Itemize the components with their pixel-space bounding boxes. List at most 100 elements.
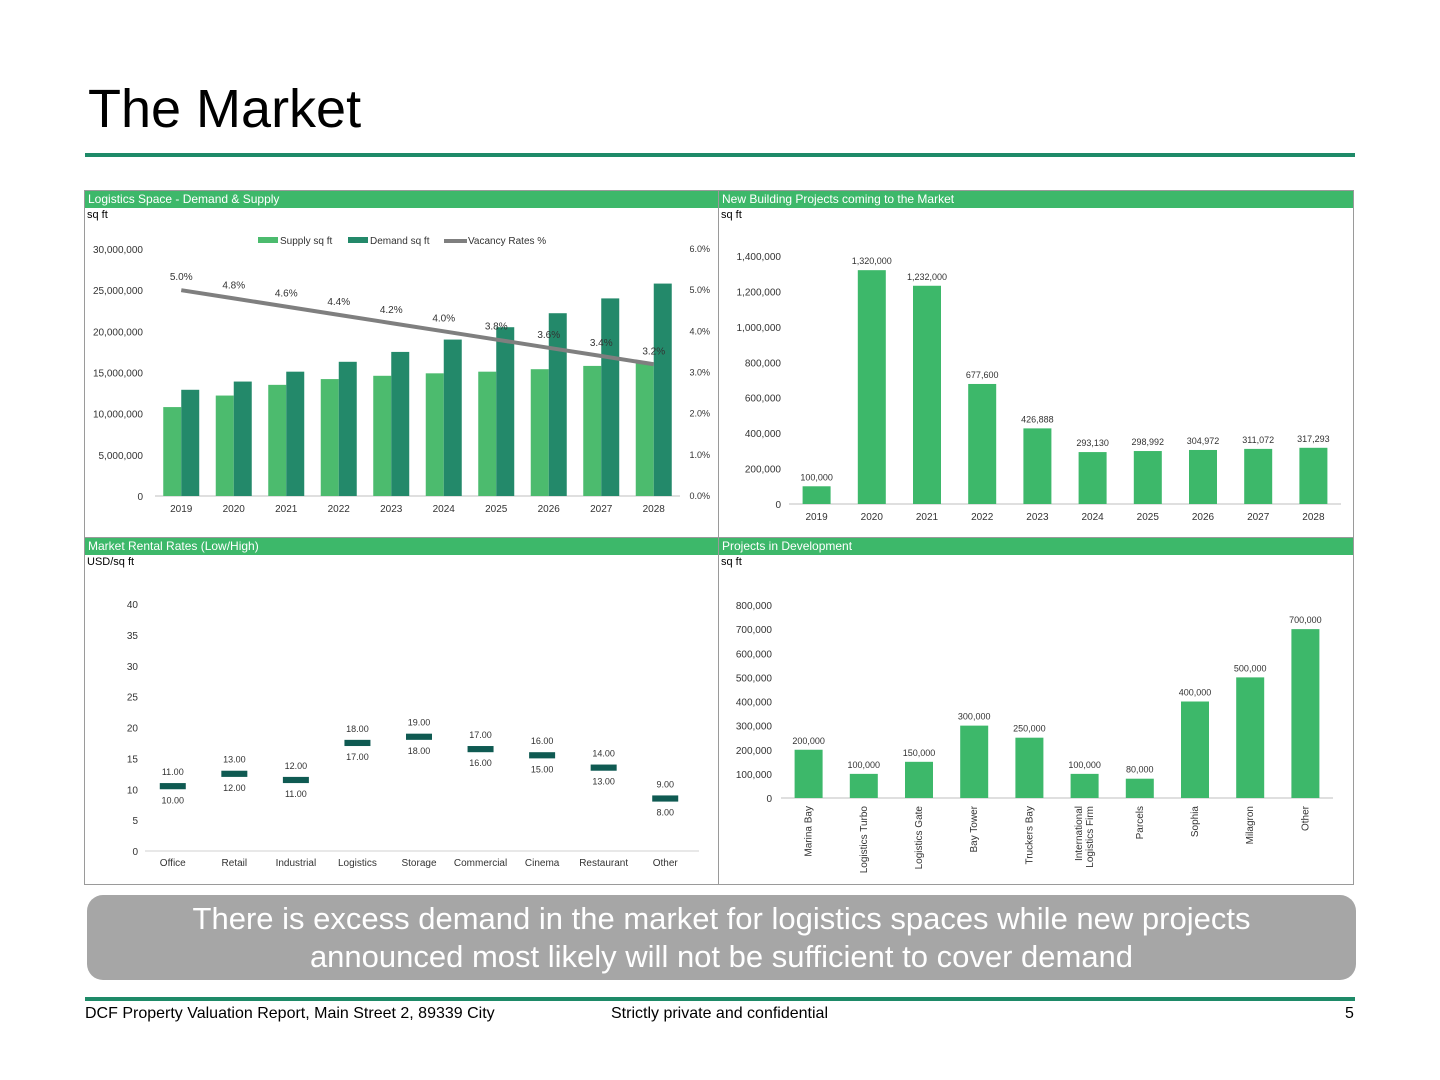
y-tick-label: 15 [127, 754, 139, 765]
rental-range-bar [221, 770, 248, 777]
vacancy-data-label: 5.0% [170, 272, 193, 283]
y2-tick-label: 5.0% [689, 285, 710, 295]
x-tick-label: 2022 [328, 504, 351, 515]
y-tick-label: 10 [127, 785, 139, 796]
summary-line-1: There is excess demand in the market for… [192, 901, 1251, 936]
y-tick-label: 1,400,000 [737, 252, 782, 263]
demand-supply-chart: 0 5,000,000 10,000,000 15,000,000 20,000,000… [93, 236, 710, 515]
legend-swatch [348, 237, 368, 243]
x-tick-label: 2026 [538, 504, 561, 515]
rental-range-bar [282, 776, 309, 784]
x-tick-label: Logistics Gate [914, 806, 925, 870]
x-tick-label: 2028 [643, 504, 666, 515]
project-bar [857, 270, 886, 504]
legend-label: Vacancy Rates % [468, 236, 546, 247]
x-tick-label: Restaurant [579, 858, 628, 869]
rental-rates-title: Market Rental Rates (Low/High) [85, 538, 718, 555]
bar-data-label: 311,072 [1242, 435, 1274, 445]
x-tick-label: 2025 [1137, 512, 1160, 523]
demand-bar [496, 327, 515, 496]
project-bar [1078, 452, 1107, 504]
y2-tick-label: 3.0% [689, 368, 710, 378]
y2-tick-label: 0.0% [689, 491, 710, 501]
page-title: The Market [88, 79, 362, 139]
bar-data-label: 317,293 [1297, 434, 1330, 444]
development-chart: 0 100,000 200,000 300,000 400,000 500,000 600,… [736, 601, 1333, 874]
project-bar [913, 285, 941, 504]
y-tick-label: 500,000 [736, 673, 773, 684]
low-rate-label: 13.00 [592, 777, 615, 787]
project-bar [1236, 677, 1265, 798]
bar-data-label: 426,888 [1021, 414, 1054, 424]
supply-bar [478, 371, 497, 496]
new-projects-panel: 0 200,000 400,000 600,000 800,000 1,000,000 1,… [718, 190, 1354, 538]
project-bar [849, 773, 878, 798]
bar-data-label: 100,000 [1068, 760, 1101, 770]
y-tick-label: 25,000,000 [93, 286, 143, 297]
y-tick-label: 1,200,000 [737, 287, 782, 298]
x-tick-label: Parcels [1135, 806, 1146, 839]
x-tick-label: Logistics [338, 858, 377, 869]
project-bar [1189, 449, 1217, 504]
bar-data-label: 150,000 [903, 748, 936, 758]
x-tick-label: Commercial [454, 858, 507, 869]
y-tick-label: 40 [127, 600, 139, 611]
x-tick-label: 2021 [275, 504, 298, 515]
x-tick-label: 2019 [805, 512, 828, 523]
low-rate-label: 17.00 [346, 752, 369, 762]
high-rate-label: 11.00 [162, 767, 184, 777]
vacancy-data-label: 4.2% [380, 305, 403, 316]
y-tick-label: 5,000,000 [99, 451, 144, 462]
supply-bar [163, 407, 182, 496]
x-tick-label: 2028 [1302, 512, 1325, 523]
x-tick-label: 2023 [380, 504, 403, 515]
y-tick-label: 1,000,000 [737, 323, 782, 334]
x-tick-label: 2021 [916, 512, 939, 523]
high-rate-label: 13.00 [223, 755, 246, 765]
demand-supply-unit: sq ft [87, 209, 108, 221]
demand-bar [443, 339, 462, 496]
bar-data-label: 298,992 [1132, 437, 1165, 447]
y-tick-label: 400,000 [736, 698, 773, 709]
x-tick-label: Storage [401, 858, 436, 869]
supply-bar [373, 375, 392, 496]
y-tick-label: 100,000 [736, 770, 773, 781]
bar-data-label: 100,000 [848, 760, 881, 770]
y-tick-label: 15,000,000 [93, 369, 143, 380]
x-tick-label: Logistics Firm [1085, 806, 1096, 868]
x-tick-label: Bay Tower [969, 805, 980, 852]
supply-bar [425, 373, 444, 496]
bar-data-label: 304,972 [1187, 436, 1220, 446]
x-tick-label: Logistics Turbo [859, 806, 870, 874]
bar-data-label: 300,000 [958, 712, 991, 722]
y-tick-label: 25 [127, 693, 139, 704]
x-tick-label: 2020 [223, 504, 246, 515]
demand-bar [653, 283, 672, 496]
project-bar [1133, 451, 1162, 504]
x-tick-label: 2025 [485, 504, 508, 515]
bar-data-label: 293,130 [1076, 438, 1109, 448]
x-tick-label: 2024 [1081, 512, 1104, 523]
demand-bar [233, 381, 252, 496]
supply-bar [268, 384, 287, 496]
y-tick-label: 800,000 [745, 358, 782, 369]
high-rate-label: 17.00 [469, 730, 492, 740]
y-tick-label: 35 [127, 631, 139, 642]
demand-supply-title: Logistics Space - Demand & Supply [85, 191, 718, 208]
rental-range-bar [406, 733, 432, 740]
project-bar [1244, 448, 1273, 504]
project-bar [1299, 447, 1328, 504]
legend-label: Supply sq ft [280, 236, 332, 247]
y2-tick-label: 6.0% [689, 244, 710, 254]
high-rate-label: 14.00 [592, 749, 615, 759]
demand-bar [601, 298, 620, 496]
supply-bar [635, 363, 654, 496]
project-bar [1015, 737, 1044, 798]
x-tick-label: Sophia [1190, 806, 1201, 838]
x-tick-label: 2024 [433, 504, 456, 515]
new-projects-title: New Building Projects coming to the Mark… [719, 191, 1353, 208]
x-tick-label: Truckers Bay [1024, 806, 1035, 865]
rental-range-bar [529, 752, 556, 759]
x-tick-label: International [1074, 806, 1085, 861]
bar-data-label: 80,000 [1126, 765, 1154, 775]
